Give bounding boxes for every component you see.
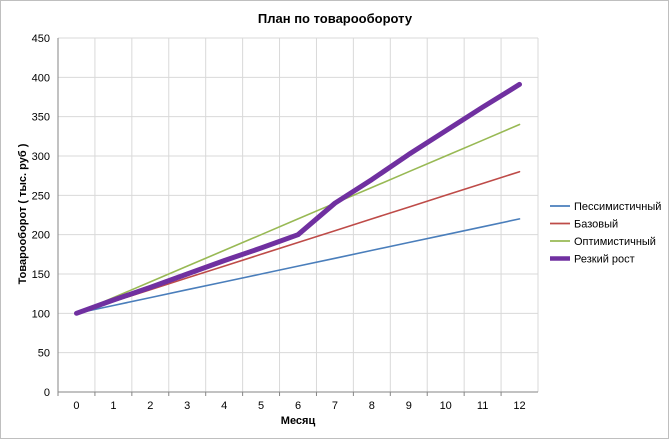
x-tick-label: 0 [73,400,79,412]
x-tick-label: 3 [184,400,190,412]
y-tick-label: 0 [44,387,50,399]
x-tick-label: 6 [295,400,301,412]
x-axis-label: Месяц [281,415,316,427]
x-tick-label: 4 [221,400,227,412]
series-line-4 [74,81,522,316]
x-tick-label: 10 [440,400,452,412]
legend: Пессимистичный Базовый Оптимистичный Резкий… [550,201,661,266]
y-axis-label: Товарооборот ( тыс. руб ) [17,143,29,284]
y-tick-label: 250 [32,190,50,202]
y-tick-label: 150 [32,269,50,281]
y-tick-label: 200 [32,230,50,242]
x-tick-label: 7 [332,400,338,412]
x-tick-label: 8 [369,400,375,412]
x-tick-label: 5 [258,400,264,412]
x-tick-label: 11 [477,400,488,412]
grid [57,37,539,393]
x-tick-label: 1 [110,400,116,412]
legend-label: Пессимистичный [574,201,661,213]
y-tick-label: 350 [32,112,50,124]
y-tick-label: 300 [32,151,50,163]
legend-label: Резкий рост [574,254,635,266]
y-tick-label: 50 [38,348,50,360]
x-tick-label: 9 [406,400,412,412]
y-tick-label: 450 [32,33,50,45]
series-group [74,81,522,316]
y-tick-label: 400 [32,72,50,84]
x-tick-label: 12 [513,400,525,412]
legend-label: Оптимистичный [574,236,656,248]
legend-label: Базовый [574,219,618,231]
y-tick-label: 100 [32,308,50,320]
series-line-3 [75,123,521,315]
chart-title: План по товарообороту [258,11,413,26]
series-line-1 [75,218,521,315]
x-tick-label: 2 [147,400,153,412]
